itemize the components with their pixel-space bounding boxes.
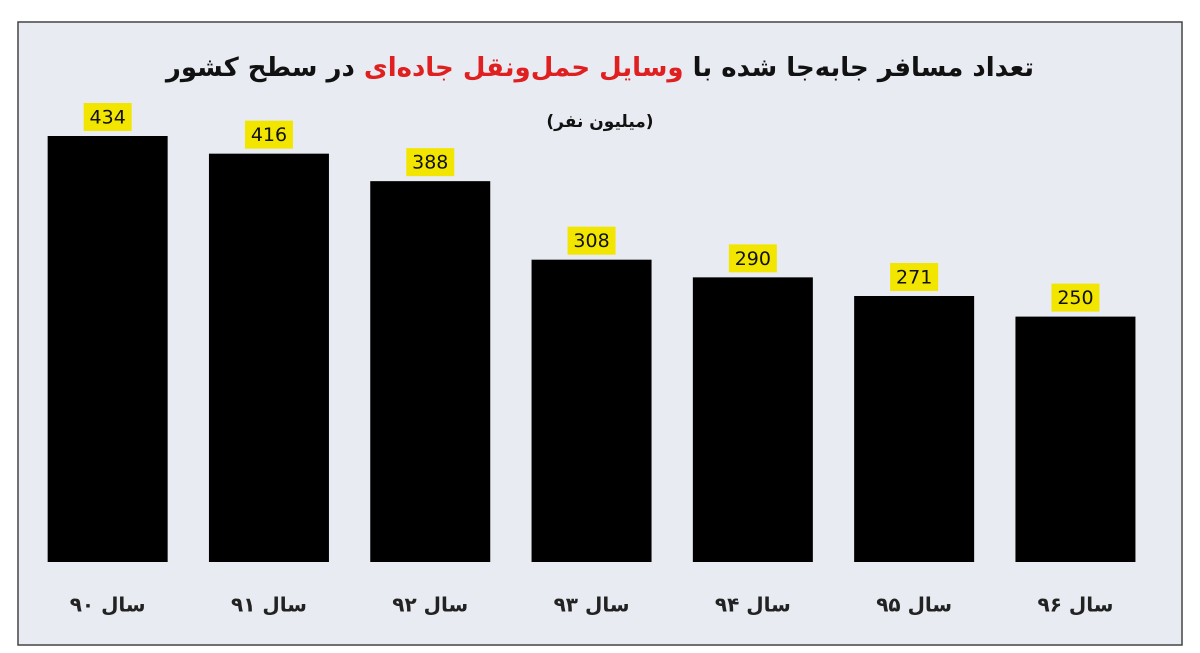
bar: [208, 153, 329, 562]
x-tick-label: سال ۹۰: [70, 593, 146, 617]
bar: [370, 181, 491, 562]
bar: [47, 136, 168, 562]
value-label-bg: [406, 148, 455, 177]
value-label-bg: [728, 244, 777, 273]
title-segment: تعداد مسافر جابه‌جا شده با: [684, 53, 1034, 83]
bar: [692, 277, 813, 562]
value-label-bg: [244, 120, 293, 149]
x-tick-label: سال ۹۵: [876, 593, 952, 617]
title-segment: وسایل حمل‌ونقل جاده‌ای: [355, 53, 684, 83]
x-tick-label: سال ۹۲: [392, 593, 468, 617]
x-tick-label: سال ۹۱: [231, 593, 307, 617]
chart-subtitle: (میلیون نفر): [546, 112, 653, 132]
value-label-bg: [1051, 283, 1100, 312]
value-label: 434: [90, 107, 126, 129]
value-label: 290: [735, 248, 771, 270]
value-label: 416: [251, 124, 287, 146]
value-label: 388: [412, 152, 448, 174]
x-tick-label: سال ۹۶: [1037, 593, 1113, 617]
x-tick-label: سال ۹۴: [715, 593, 791, 617]
value-label: 308: [573, 230, 609, 252]
value-label-bg: [567, 226, 616, 255]
value-label: 271: [896, 266, 932, 288]
bar: [531, 259, 652, 562]
value-label-bg: [83, 103, 132, 131]
bar: [1015, 316, 1136, 562]
title-segment: در سطح کشور: [164, 53, 355, 83]
value-label-bg: [890, 262, 939, 291]
chart-title: تعداد مسافر جابه‌جا شده با وسایل حمل‌ونق…: [164, 53, 1034, 83]
x-tick-label: سال ۹۳: [554, 593, 630, 617]
bar: [854, 295, 975, 562]
value-label: 250: [1057, 287, 1093, 309]
